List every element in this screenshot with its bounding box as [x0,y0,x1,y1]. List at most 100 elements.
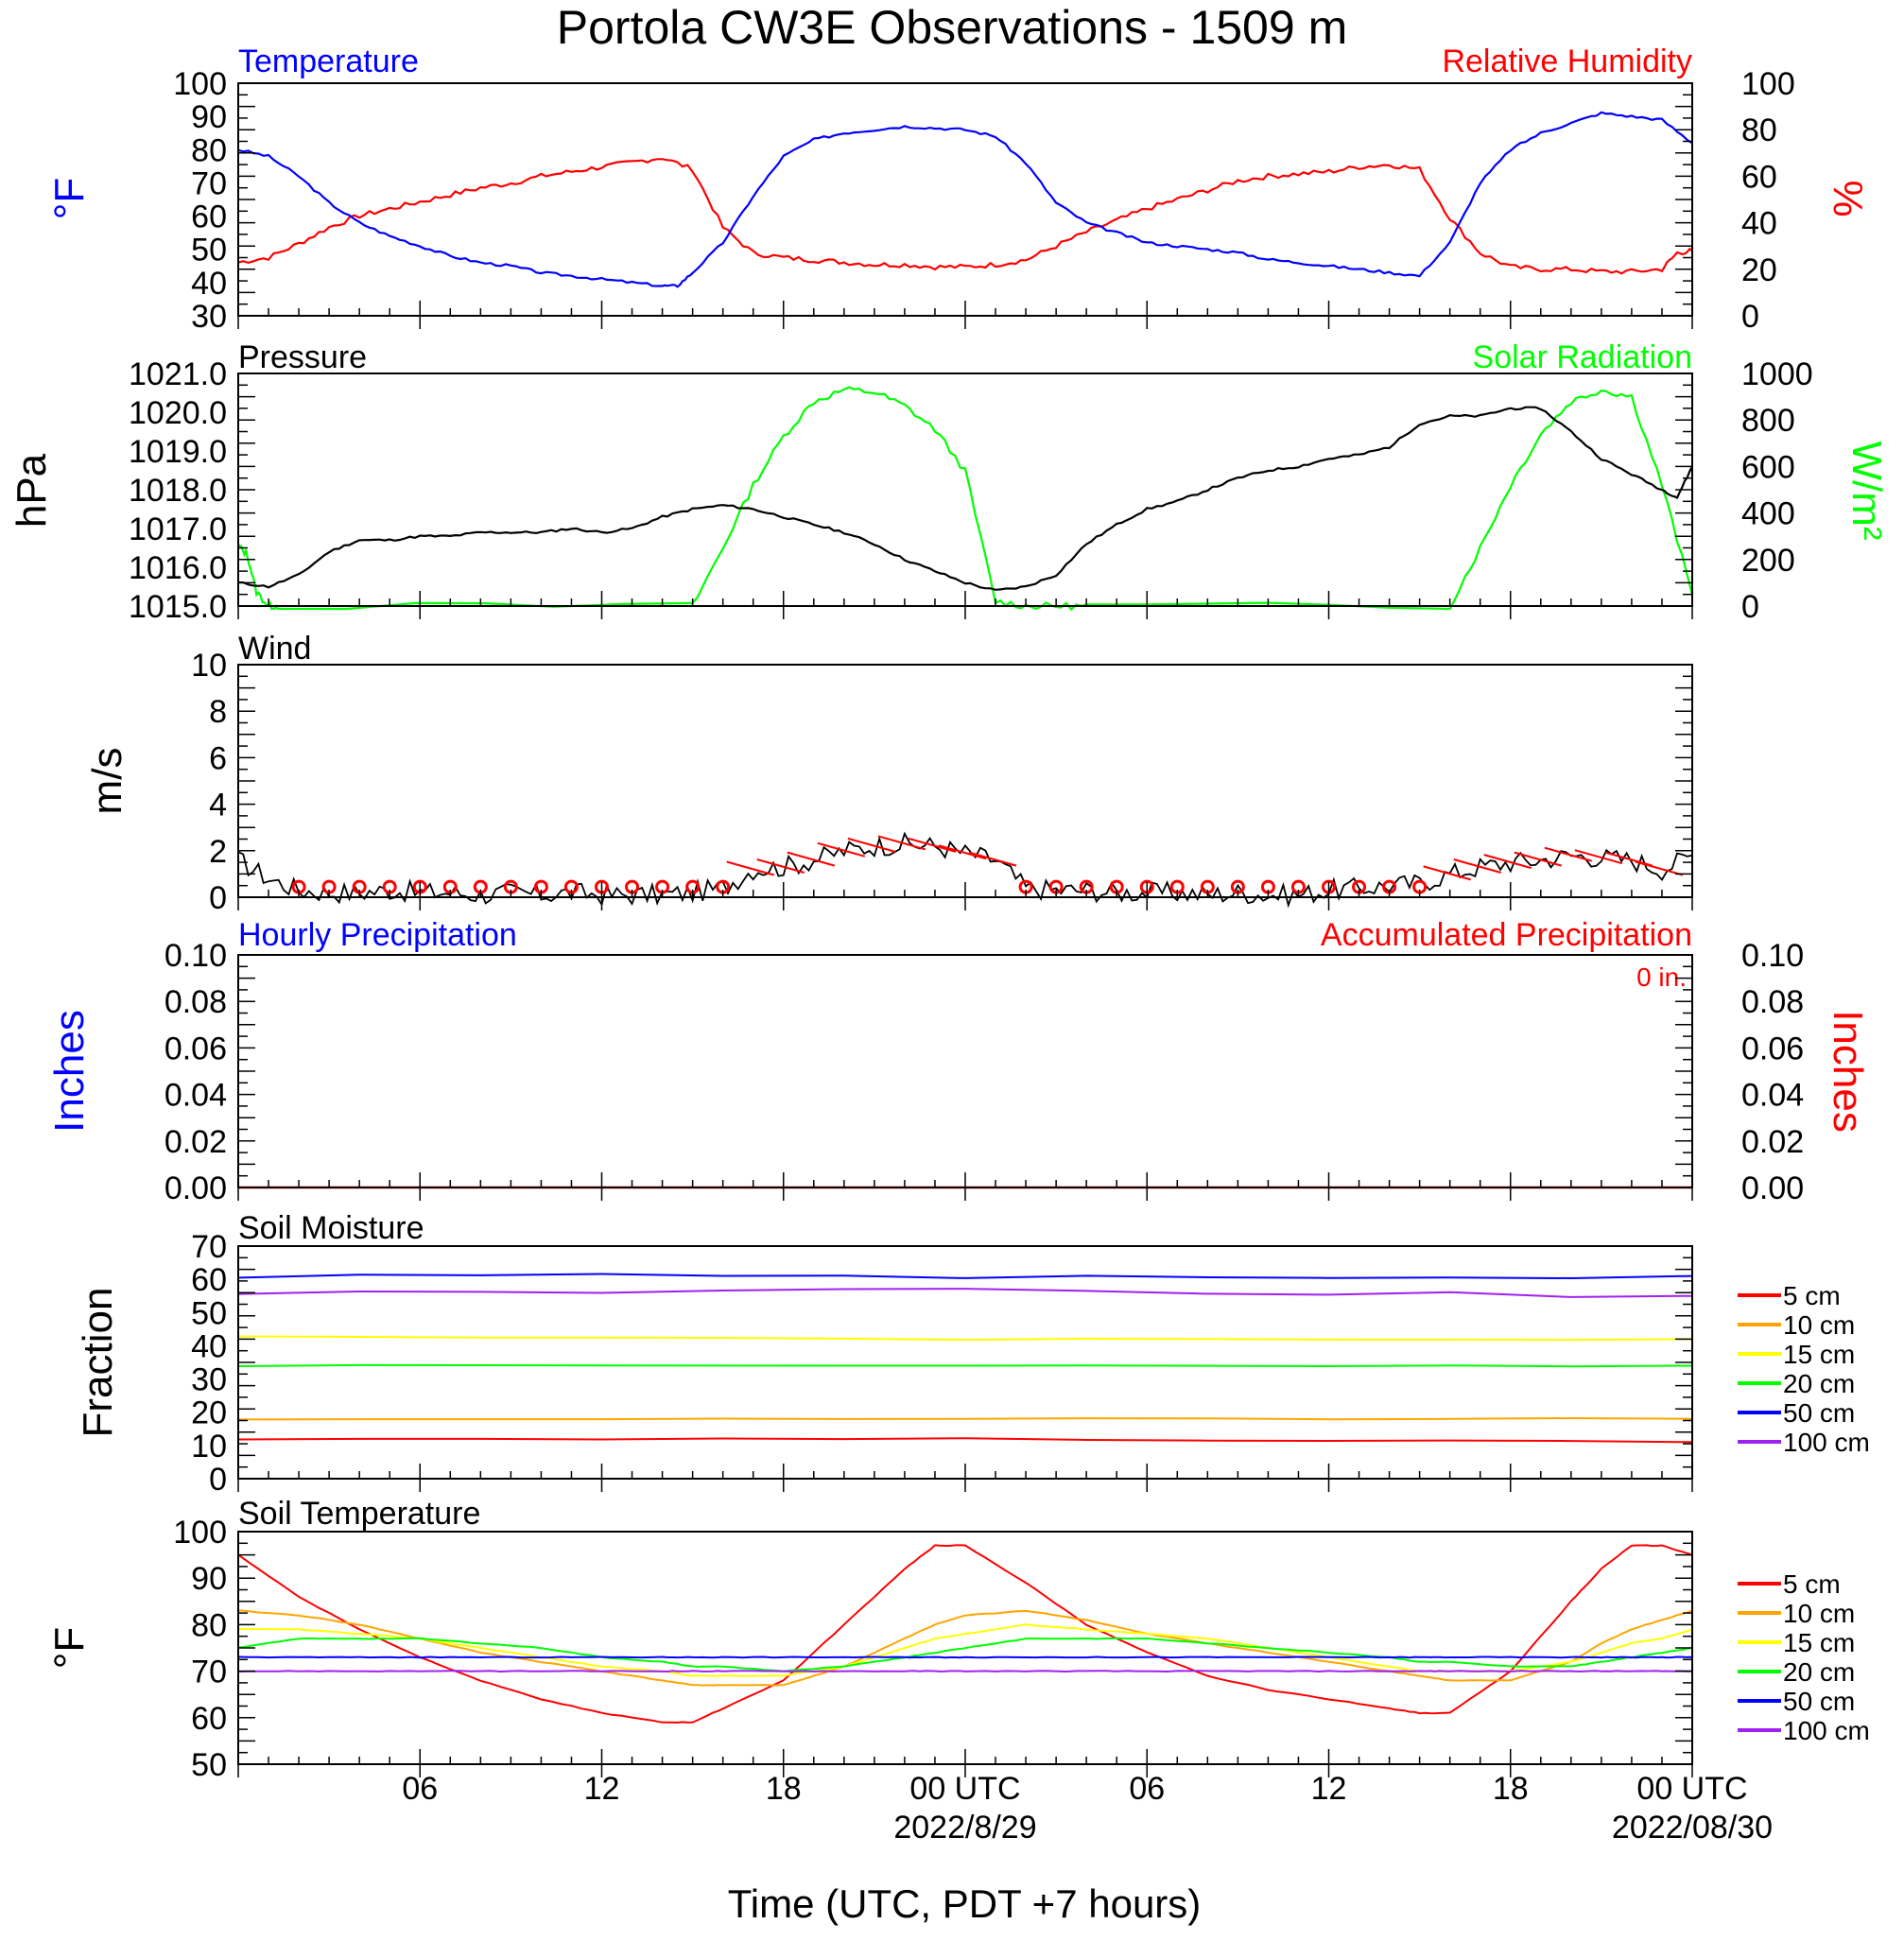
wind-barb [1514,851,1563,867]
x-tick-label: 06 [402,1771,438,1807]
legend-label: 100 cm [1783,1428,1870,1457]
figure-title: Portola CW3E Observations - 1509 m [557,1,1347,54]
soil-moisture-line-100cm [237,1288,1693,1298]
soil-moisture-line-20cm [237,1363,1693,1368]
wind-barb [908,837,957,853]
soil-moisture-line-50cm [237,1273,1693,1280]
soil-temperature-tick-label: 80 [191,1607,227,1643]
legend-label: 50 cm [1783,1687,1855,1716]
soil-temperature-line-10cm [237,1609,1693,1687]
x-tick-label: 00 UTC [1636,1771,1747,1807]
precip-left-tick-label: 0.10 [164,938,227,974]
hourly-precip-title: Hourly Precipitation [238,917,517,953]
precip-right-tick-label: 0.06 [1741,1031,1804,1066]
legend-label: 10 cm [1783,1310,1855,1340]
precip-right-tick-label: 0.08 [1741,984,1804,1020]
solar-tick-label: 0 [1741,589,1759,625]
solar-tick-label: 800 [1741,403,1795,439]
soil-moisture-line-5cm [237,1437,1693,1444]
humidity-tick-label: 40 [1741,206,1777,242]
precip-right-tick-label: 0.00 [1741,1170,1804,1206]
wind-barb [1423,865,1471,881]
wind-barb [1544,846,1593,862]
wind-panel: Wind m/s [84,631,1693,909]
accum-precip-title: Accumulated Precipitation [1321,917,1692,953]
x-tick-label: 18 [766,1771,802,1807]
legend-label: 5 cm [1783,1281,1841,1310]
temperature-tick-label: 60 [191,199,227,235]
wind-barb [756,858,805,874]
humidity-axis-label: % [1825,180,1871,217]
pressure-title: Pressure [238,339,367,375]
wind-barb [1574,849,1623,865]
wind-barb [938,844,987,860]
wind-barb [817,841,866,858]
soil-temperature-title: Soil Temperature [238,1496,480,1532]
precip-left-tick-label: 0.02 [164,1124,227,1160]
precip-plot-frame [237,954,1693,1188]
solar-title: Solar Radiation [1473,339,1692,375]
pressure-tick-label: 1020.0 [129,395,227,431]
soil-temperature-tick-label: 50 [191,1747,227,1783]
temperature-series-line [237,111,1693,288]
solar-tick-label: 1000 [1741,356,1813,392]
legend-label: 100 cm [1783,1716,1870,1745]
wind-tick-label: 4 [209,788,227,823]
wind-barb [1453,858,1501,874]
wind-plot-frame [237,664,1693,898]
wind-title: Wind [238,631,311,667]
pressure-solar-panel: Pressure Solar Radiation hPa W/m² [9,339,1890,612]
pressure-tick-label: 1017.0 [129,511,227,547]
soil-moisture-line-15cm [237,1335,1693,1342]
x-tick-label: 12 [584,1771,620,1807]
humidity-tick-label: 100 [1741,66,1795,102]
pressure-tick-label: 1021.0 [129,356,227,392]
legend-label: 50 cm [1783,1398,1855,1428]
temperature-tick-label: 80 [191,132,227,168]
pressure-axis-label: hPa [9,453,55,528]
legend-label: 20 cm [1783,1657,1855,1687]
precip-left-tick-label: 0.04 [164,1078,227,1114]
soil-moisture-line-10cm [237,1416,1693,1421]
solar-tick-label: 200 [1741,543,1795,579]
pressure-series-line [237,406,1693,591]
solar-tick-label: 400 [1741,496,1795,532]
soil-temperature-tick-label: 60 [191,1701,227,1737]
precip-left-tick-label: 0.06 [164,1031,227,1066]
precip-right-axis-label: Inches [1825,1010,1871,1133]
humidity-series-line [237,158,1693,275]
wind-barb [877,835,926,851]
temperature-tick-label: 40 [191,266,227,302]
wind-tick-label: 0 [209,880,227,916]
soil-moisture-tick-label: 70 [191,1229,227,1265]
wind-axis-label: m/s [84,748,130,815]
soil-moisture-tick-label: 10 [191,1429,227,1464]
temperature-plot-frame [237,82,1693,317]
temperature-tick-label: 50 [191,233,227,269]
solar-axis-label: W/m² [1843,441,1890,540]
wind-barb [968,851,1017,867]
solar-series-line [237,386,1694,612]
pressure-plot-frame [237,373,1693,607]
temperature-humidity-panel: Temperature Relative Humidity °F % [46,43,1871,317]
soil-moisture-axis-label: Fraction [75,1288,121,1438]
x-date-label: 2022/08/30 [1612,1810,1773,1846]
wind-tick-label: 8 [209,694,227,730]
humidity-tick-label: 0 [1741,299,1759,335]
humidity-title: Relative Humidity [1442,43,1692,79]
soil-temperature-tick-label: 100 [173,1515,227,1551]
precip-left-tick-label: 0.08 [164,984,227,1020]
wind-barb [726,860,774,876]
humidity-tick-label: 80 [1741,113,1777,148]
accum-precip-total: 0 in. [1636,962,1687,992]
wind-barb [847,837,896,853]
soil-temperature-line-5cm [237,1544,1693,1724]
soil-temperature-line-20cm [237,1637,1693,1672]
precip-right-tick-label: 0.02 [1741,1124,1804,1160]
wind-tick-label: 6 [209,740,227,776]
pressure-tick-label: 1018.0 [129,473,227,509]
soil-moisture-tick-label: 60 [191,1262,227,1298]
